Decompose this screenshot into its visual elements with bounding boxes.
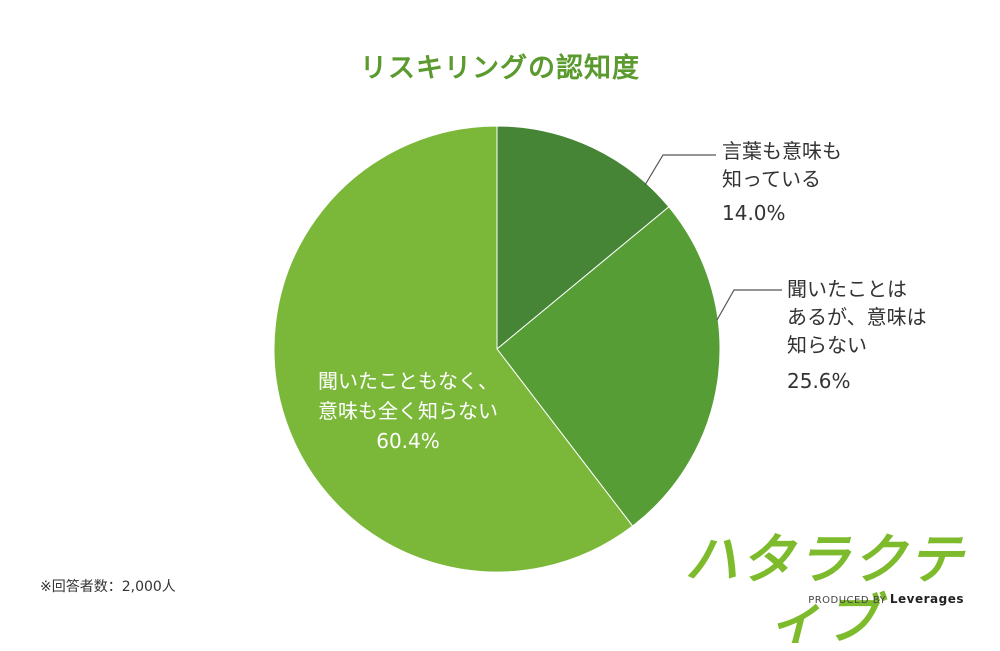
leader-line-slice-2: [716, 289, 782, 321]
pie-slice-1: [496, 125, 670, 351]
slice-label-2-line-3: 知らない: [787, 333, 867, 357]
slice-label-2-line-2: あるが、意味は: [787, 305, 927, 329]
pie-slices: [273, 125, 721, 573]
footnote: ※回答者数：2,000人: [40, 579, 176, 595]
slice-label-1-line-1: 言葉も意味も: [722, 139, 842, 163]
brand-credit: PRODUCED BY Leverages: [808, 592, 964, 606]
slice-value-1: 14.0%: [722, 201, 786, 225]
chart-title: リスキリングの認知度: [360, 53, 640, 84]
slice-value-2: 25.6%: [787, 369, 851, 393]
slice-label-2-line-1: 聞いたことは: [787, 277, 907, 301]
pie-slice-3: [273, 125, 634, 573]
slice-label-3-line-1: 聞いたこともなく、: [318, 369, 498, 393]
brand-logo: ハタラクティブ PRODUCED BY Leverages: [682, 530, 972, 650]
slice-label-1-line-2: 知っている: [722, 167, 821, 191]
leader-line-slice-1: [644, 154, 716, 186]
slice-value-3: 60.4%: [376, 429, 440, 453]
slice-label-3-line-2: 意味も全く知らない: [318, 399, 498, 423]
company-name: Leverages: [889, 592, 964, 606]
produced-by-text: PRODUCED BY: [808, 595, 887, 606]
brand-name: ハタラクティブ: [684, 528, 965, 651]
pie-slice-2: [496, 206, 721, 527]
